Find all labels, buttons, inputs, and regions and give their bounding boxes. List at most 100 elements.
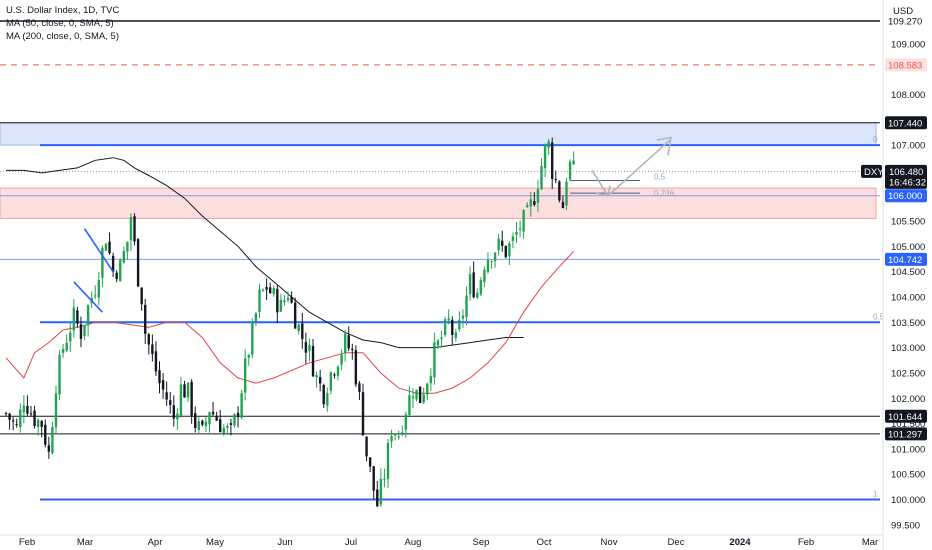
- candle-body: [229, 423, 233, 425]
- candle-body: [233, 414, 236, 426]
- candle-body: [554, 178, 557, 180]
- candle-body: [401, 432, 404, 434]
- candle-body: [215, 416, 218, 421]
- candle-body: [522, 210, 525, 232]
- time-label: Mar: [862, 537, 878, 548]
- fib-label-1: 0.5: [873, 312, 885, 321]
- candle-body: [451, 319, 454, 335]
- candle-body: [297, 324, 300, 332]
- candles: [4, 137, 575, 508]
- price-tick-label: 107.000: [891, 141, 925, 152]
- candle-body: [465, 295, 468, 317]
- retracement-label-1: 0.236: [654, 189, 675, 198]
- ma50-legend: MA (50, close, 0, SMA, 5): [6, 18, 114, 29]
- candle-body: [422, 394, 425, 403]
- candle-body: [547, 141, 550, 148]
- candle-body: [101, 247, 104, 278]
- candle-body: [265, 286, 268, 290]
- candle-body: [236, 412, 240, 417]
- ma200-line: [6, 157, 524, 349]
- price-tag-bg-4: [885, 189, 927, 203]
- time-label: Feb: [19, 537, 35, 548]
- candle-body: [458, 319, 461, 330]
- price-tag-bg-7: [885, 409, 927, 423]
- price-tag-bg-1: [885, 58, 927, 72]
- candle-body: [94, 295, 97, 297]
- candle-body: [219, 419, 222, 433]
- time-label: Nov: [601, 537, 618, 548]
- candle-body: [8, 413, 11, 420]
- price-tick-label: 105.000: [891, 242, 925, 253]
- candle-body: [368, 457, 372, 467]
- candle-body: [493, 252, 497, 262]
- candle-body: [247, 355, 250, 358]
- candle-body: [376, 489, 379, 507]
- candle-body: [179, 384, 183, 416]
- candle-body: [347, 335, 350, 349]
- candle-body: [468, 274, 472, 295]
- symbol-tag-bg: [861, 164, 882, 178]
- candle-body: [65, 342, 68, 351]
- price-tick-label: 100.000: [891, 495, 925, 506]
- candle-body: [104, 243, 108, 251]
- candle-body: [418, 386, 422, 403]
- time-label: 2024: [729, 537, 751, 548]
- candle-body: [318, 377, 322, 384]
- support-zone: [0, 187, 877, 219]
- candle-body: [243, 358, 247, 393]
- symbol-tag: DXY: [864, 167, 884, 178]
- candle-body: [186, 382, 190, 398]
- time-label: Aug: [405, 537, 422, 548]
- candle-body: [558, 181, 561, 201]
- candle-body: [404, 414, 408, 430]
- last-price-value: 106.480: [889, 167, 923, 178]
- time-label: Dec: [668, 537, 685, 548]
- candle-body: [568, 161, 572, 180]
- candle-body: [133, 216, 136, 242]
- candle-body: [119, 259, 122, 282]
- candle-body: [122, 251, 126, 263]
- candle-body: [536, 189, 540, 203]
- candle-body: [4, 413, 8, 415]
- price-tag-bg-2: [885, 116, 927, 130]
- price-tag-2: 107.440: [888, 118, 922, 129]
- candle-body: [226, 425, 229, 428]
- candle-body: [497, 238, 500, 251]
- price-tag-1: 108.583: [888, 60, 922, 71]
- candle-body: [240, 393, 243, 418]
- candle-body: [147, 334, 150, 345]
- candle-body: [251, 321, 254, 355]
- candle-body: [47, 445, 51, 452]
- ma50-line: [5, 251, 574, 394]
- candle-body: [333, 374, 336, 376]
- time-label: Jun: [277, 537, 292, 548]
- candle-body: [83, 325, 86, 337]
- candle-body: [11, 420, 15, 422]
- candle-body: [490, 261, 493, 263]
- candle-body: [476, 292, 479, 298]
- candle-body: [272, 288, 275, 295]
- candle-body: [61, 349, 65, 353]
- candle-body: [461, 315, 465, 319]
- candle-body: [54, 393, 58, 428]
- price-tick-label: 104.000: [891, 292, 925, 303]
- candle-body: [51, 426, 54, 454]
- candle-body: [518, 228, 522, 230]
- candle-body: [165, 392, 168, 400]
- candle-body: [354, 350, 358, 385]
- candle-body: [258, 289, 261, 312]
- wedge-upper-line: [83, 228, 114, 273]
- candle-body: [286, 297, 290, 301]
- last-price-tag-bg: [885, 164, 927, 189]
- candle-body: [169, 400, 172, 405]
- candle-body: [572, 160, 575, 165]
- candle-body: [76, 310, 79, 324]
- candle-body: [254, 313, 258, 322]
- candle-body: [336, 366, 340, 376]
- candle-body: [429, 376, 433, 384]
- candle-body: [301, 323, 304, 340]
- price-tick-label: 99.500: [891, 520, 920, 531]
- candle-body: [383, 478, 386, 480]
- candle-body: [436, 340, 440, 346]
